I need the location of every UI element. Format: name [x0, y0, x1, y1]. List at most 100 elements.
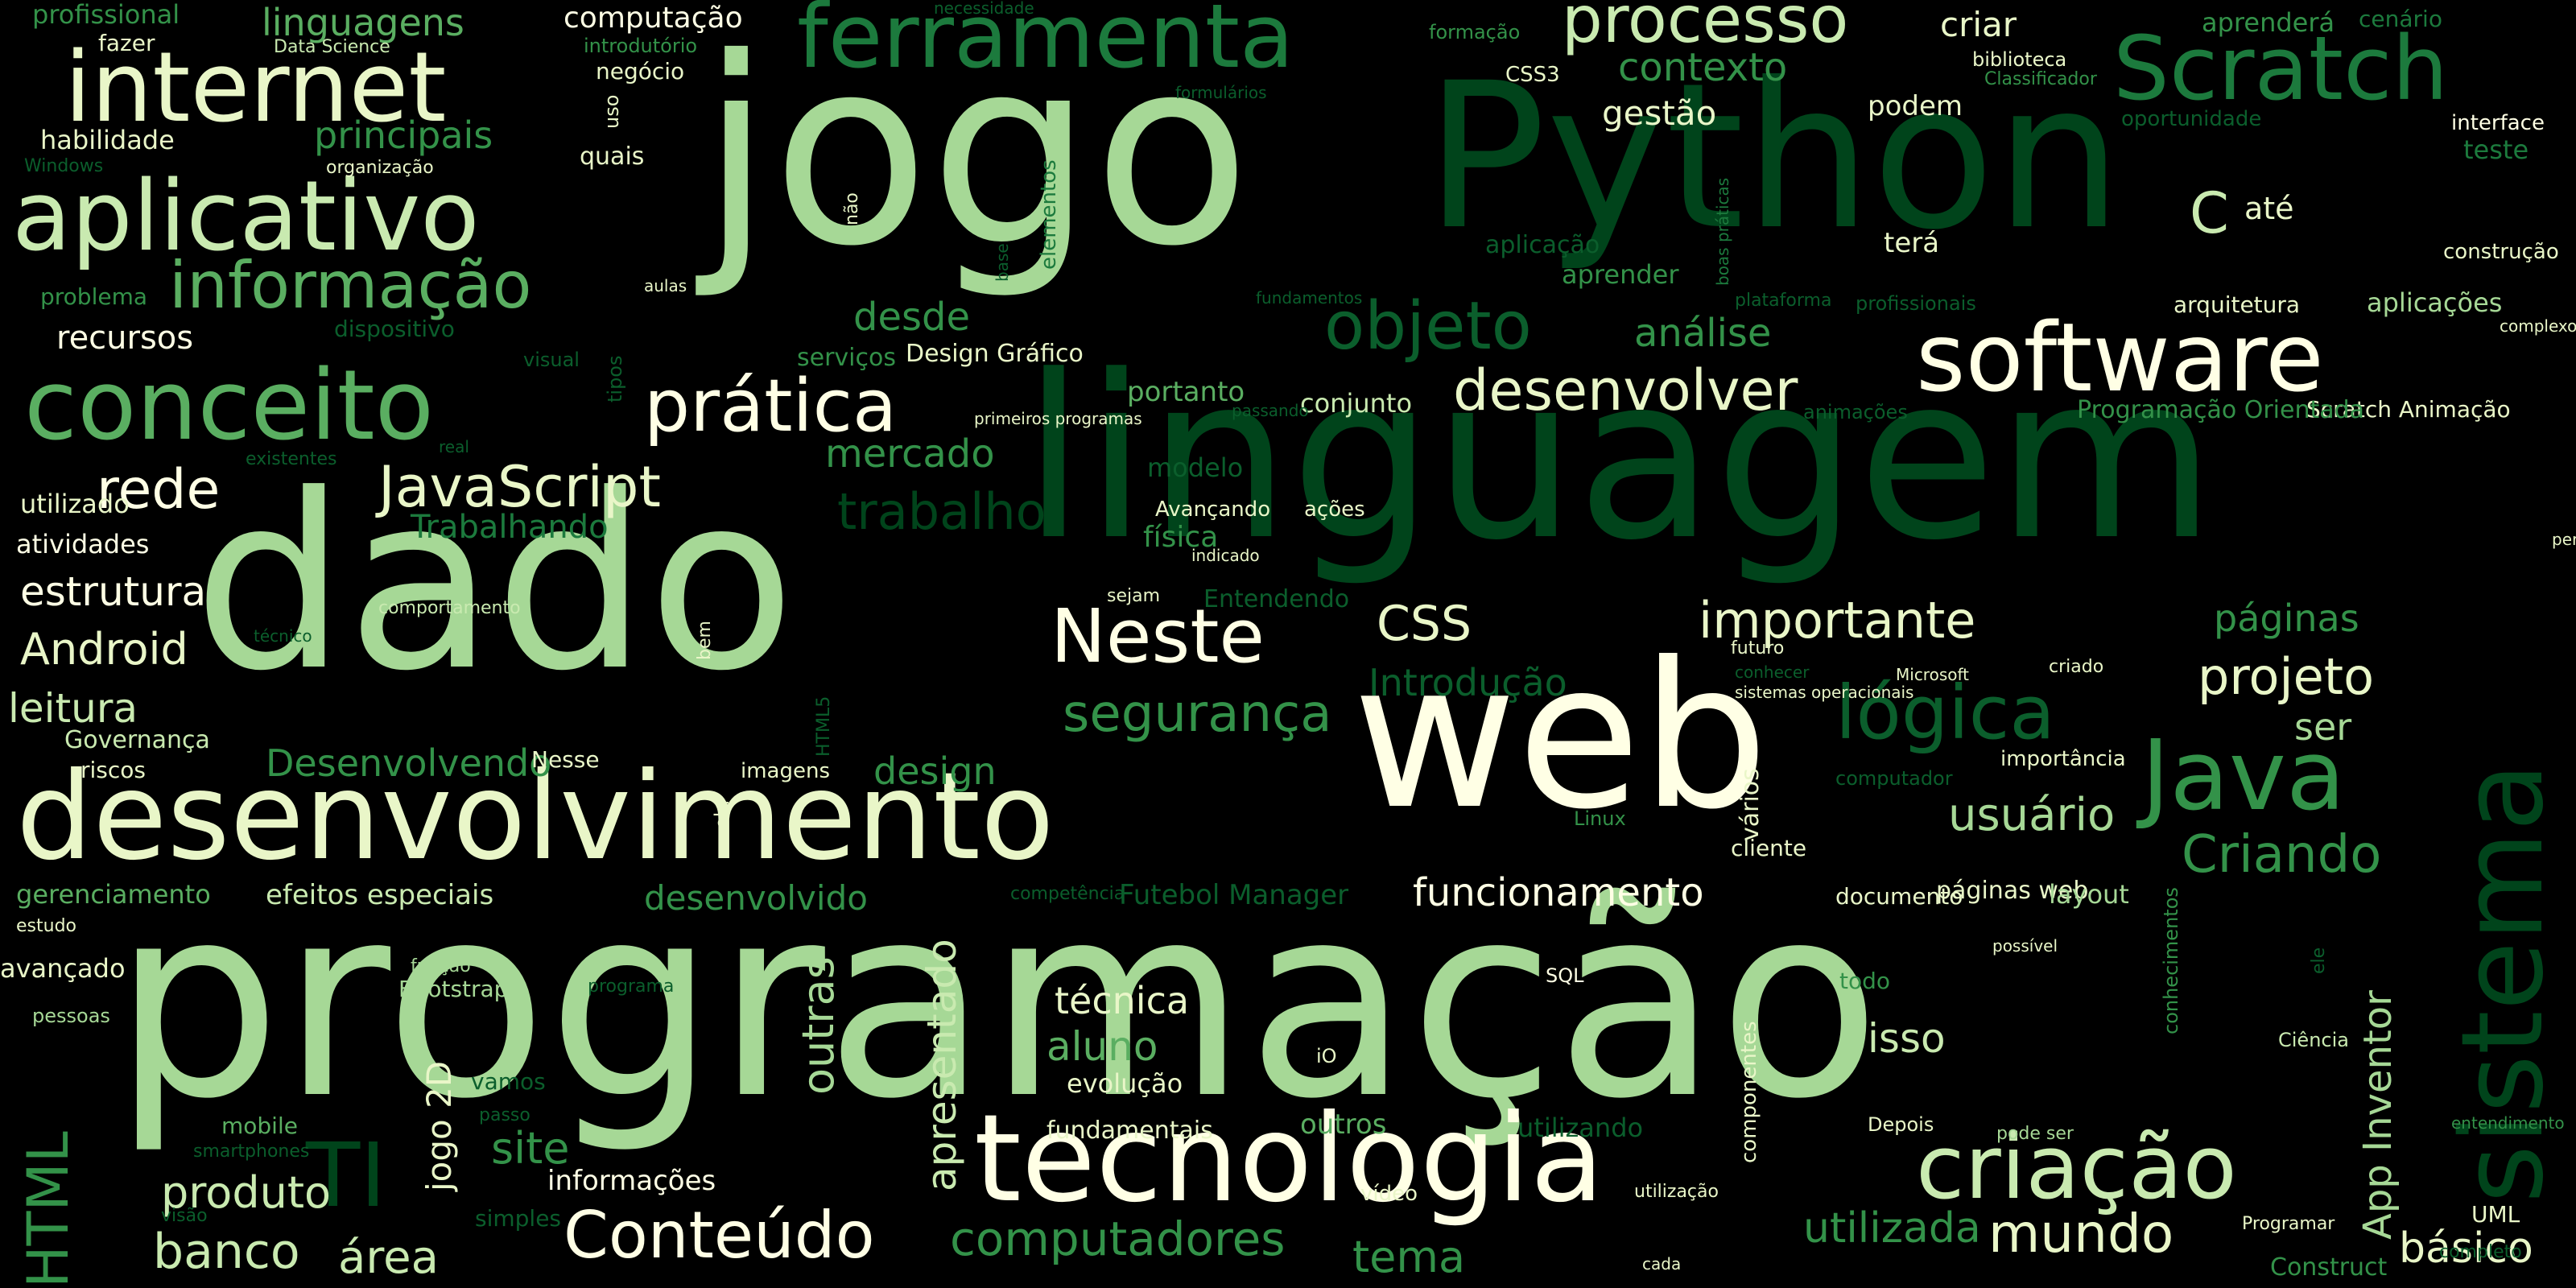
word: leitura — [8, 685, 138, 732]
word: estudo — [16, 916, 76, 936]
word: até — [2244, 191, 2294, 226]
word: tecnologia — [974, 1089, 1604, 1229]
word: Python — [1425, 39, 2123, 274]
word: Construct — [2270, 1253, 2388, 1282]
word: desenvolvimento — [16, 747, 1055, 887]
word: uso — [601, 94, 623, 129]
word: criação — [1916, 1116, 2237, 1219]
word: passando — [1232, 401, 1309, 420]
word: física — [1143, 521, 1219, 554]
word: avançado — [0, 953, 126, 984]
word: primeiros programas — [974, 409, 1142, 428]
word: conhecimentos — [2160, 887, 2182, 1034]
word: visão — [161, 1206, 208, 1226]
word: Java — [2141, 720, 2346, 832]
word: Neste — [1051, 593, 1265, 679]
word: oportunidade — [2121, 107, 2262, 131]
word: cliente — [1731, 835, 1807, 861]
word: trabalho — [837, 482, 1046, 541]
word: isso — [1868, 1015, 1946, 1062]
word: passo — [479, 1105, 530, 1125]
word: recursos — [56, 320, 194, 357]
word: conhecer — [1735, 663, 1810, 682]
word: existentes — [246, 449, 337, 469]
word: Criando — [2182, 825, 2382, 885]
word: profissional — [32, 0, 180, 30]
word: habilidade — [40, 125, 175, 155]
word: principais — [314, 114, 493, 157]
word: ações — [1304, 497, 1365, 522]
word: bem — [695, 621, 715, 660]
word: vários — [1736, 768, 1765, 841]
word: computação — [564, 2, 743, 35]
word: profissionais — [1856, 292, 1976, 315]
word: tema — [1352, 1232, 1466, 1282]
word: imagens — [741, 759, 831, 783]
word: ser — [2294, 705, 2352, 749]
word: rede — [97, 458, 221, 522]
word: formação — [1429, 21, 1521, 43]
word: atividades — [16, 529, 150, 559]
word: animações — [1803, 401, 1908, 423]
word: comportamento — [378, 598, 521, 618]
word: negócio — [596, 58, 685, 85]
word: completo — [2439, 1242, 2522, 1262]
word: pode ser — [1996, 1124, 2074, 1144]
word: Programar — [2242, 1214, 2335, 1234]
word: introdutório — [584, 35, 698, 57]
word: aluno — [1046, 1023, 1158, 1070]
word: efeitos especiais — [266, 879, 494, 911]
word: fazer — [98, 30, 155, 56]
word: utilizada — [1803, 1204, 1981, 1253]
word: jogo — [700, 3, 1251, 303]
word: quais — [580, 142, 645, 171]
word: jogo 2D — [419, 1060, 459, 1191]
word: informações — [547, 1165, 716, 1197]
word: podem — [1868, 90, 1963, 122]
word: todo — [1839, 968, 1891, 994]
word: boas práticas — [1713, 177, 1732, 286]
word: ferramenta — [797, 0, 1294, 88]
word: Scratch — [2113, 17, 2449, 120]
word: lógica — [1835, 670, 2055, 756]
word: fundamentos — [1256, 288, 1363, 308]
word: linguagens — [262, 1, 464, 44]
word: Android — [20, 624, 188, 675]
word: simples — [475, 1205, 562, 1232]
word: Data Science — [274, 37, 390, 57]
word: não — [842, 192, 862, 225]
word: Microsoft — [1896, 665, 1970, 684]
word: TI — [306, 1124, 386, 1227]
word: Nesse — [531, 746, 600, 773]
word: aprenderá — [2202, 7, 2335, 38]
word: vamos — [471, 1068, 546, 1095]
word: cenário — [2359, 6, 2442, 32]
word: gerenciamento — [16, 879, 211, 910]
word: sejam — [1107, 586, 1161, 606]
word: layout — [2049, 879, 2129, 910]
word: computadores — [950, 1212, 1286, 1266]
word: Linux — [1574, 807, 1626, 830]
word: Introdução — [1368, 661, 1567, 704]
word: riscos — [80, 757, 146, 783]
word: Governança — [64, 726, 210, 754]
word: real — [439, 437, 469, 456]
word: Programação Orientada — [2077, 396, 2365, 424]
word: segurança — [1063, 684, 1332, 744]
word: dispositivo — [334, 316, 455, 342]
word: conceito — [24, 350, 435, 462]
word: visual — [523, 349, 580, 371]
word: teste — [2463, 134, 2529, 165]
word: C — [2190, 180, 2229, 246]
word: Depois — [1868, 1113, 1934, 1136]
word: mercado — [825, 431, 995, 477]
word: aplicativo — [12, 161, 480, 273]
word: HTML5 — [814, 696, 834, 757]
word: serviços — [797, 344, 896, 372]
word: arquitetura — [2174, 291, 2301, 318]
word: mundo — [1988, 1203, 2174, 1265]
word: iO — [1316, 1045, 1337, 1067]
word: aulas — [644, 276, 687, 295]
word: Classificador — [1984, 69, 2097, 89]
